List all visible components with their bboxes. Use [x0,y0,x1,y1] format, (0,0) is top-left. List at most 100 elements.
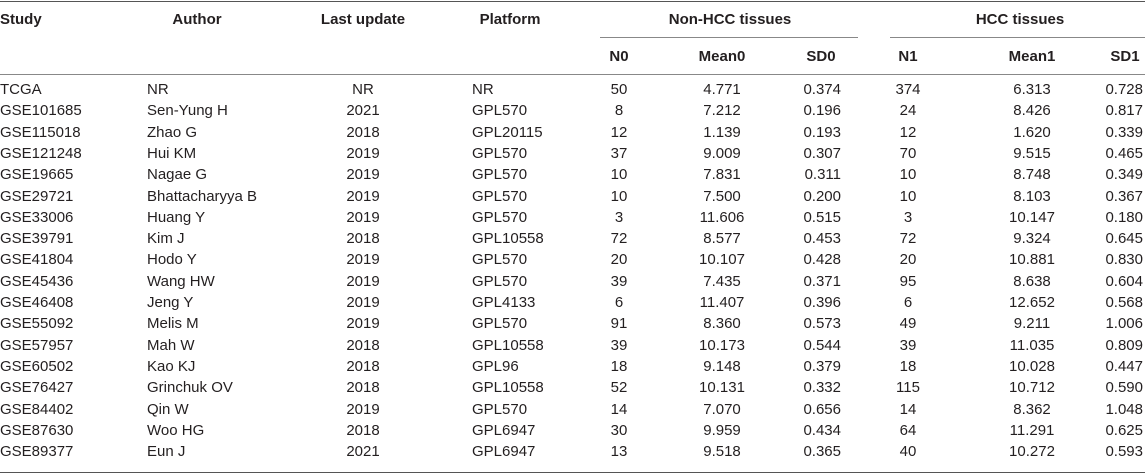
cell: 2019 [346,144,380,162]
cell: 49 [899,315,917,333]
cell: 0.332 [803,379,841,397]
cell: 2018 [346,336,380,354]
cell: 0.428 [803,251,841,269]
cell: GPL570 [472,272,528,290]
cell: 50 [610,81,628,98]
column-header: SD0 [806,48,836,65]
cell: 10 [899,166,917,184]
cell: 0.365 [803,443,841,461]
cell: 0.180 [1105,208,1143,226]
cell: 9.324 [1013,230,1051,248]
cell: 12.652 [1009,294,1055,311]
cell: 10.147 [1009,208,1055,226]
cell: 9.518 [703,443,741,461]
column-header: Last update [320,11,406,28]
cell: 14 [610,400,628,418]
cell: 0.817 [1105,102,1143,120]
cell: 10.272 [1009,443,1055,461]
cell: 2019 [346,294,380,311]
cell: 30 [610,421,628,439]
cell: 2019 [346,166,380,184]
cell: 0.200 [803,187,841,205]
cell: 95 [899,272,917,290]
cell: 10.028 [1009,357,1055,375]
cell: 11.035 [1009,336,1055,354]
cell: 39 [610,336,628,354]
cell: 0.728 [1105,81,1143,98]
cell: GPL6947 [472,443,536,461]
cell: 39 [610,272,628,290]
cell: 2018 [346,357,380,375]
column-header: Mean1 [1008,48,1056,65]
cell: GSE57957 [0,336,74,354]
cell: 2019 [346,208,380,226]
cell: 24 [899,102,917,120]
cell: Eun J [147,443,186,461]
cell: 64 [899,421,917,439]
cell: GSE121248 [0,144,82,162]
cell: 8.577 [703,230,741,248]
cell: 40 [899,443,917,461]
cell: 0.349 [1105,166,1143,184]
column-header: N1 [898,48,918,65]
cell: 2018 [346,379,380,397]
cell: GSE55092 [0,315,74,333]
cell: 2021 [346,102,380,120]
cell: GPL570 [472,315,528,333]
cell: 2019 [346,251,380,269]
cell: 39 [899,336,917,354]
cell: 7.070 [703,400,741,418]
cell: 0.396 [803,294,841,311]
cell: 72 [899,230,917,248]
cell: Grinchuk OV [147,379,233,397]
cell: GSE41804 [0,251,74,269]
cell: TCGA [0,81,42,98]
cell: 1.620 [1013,123,1051,141]
cell: 0.196 [803,102,841,120]
cell: GSE39791 [0,230,74,248]
cell: Kim J [147,230,185,248]
cell: GSE33006 [0,208,74,226]
cell: GSE45436 [0,272,74,290]
cell: 10 [610,166,628,184]
cell: 0.193 [803,123,841,141]
cell: 11.407 [699,294,745,311]
cell: 6 [614,294,624,311]
cell: Hui KM [147,144,197,162]
cell: GSE19665 [0,166,74,184]
cell: 2018 [346,123,380,141]
cell: 14 [899,400,917,418]
cell: 0.604 [1105,272,1143,290]
cell: 70 [899,144,917,162]
cell: 12 [610,123,628,141]
cell: 13 [610,443,628,461]
cell: NR [472,81,494,98]
cell: GPL570 [472,208,528,226]
header-rule [0,74,1145,75]
cell: 10.131 [699,379,745,397]
group-header: HCC tissues [975,11,1065,28]
column-header: Platform [479,11,541,28]
cell: 2019 [346,400,380,418]
cell: GSE29721 [0,187,74,205]
cell: 115 [896,379,920,397]
column-header: Author [172,11,222,28]
cell: GPL20115 [472,123,543,141]
cell: 0.809 [1105,336,1143,354]
cell: Jeng Y [147,294,194,311]
column-header: Study [0,11,42,28]
column-header: Mean0 [698,48,746,65]
cell: GPL6947 [472,421,536,439]
group-rule [890,37,1145,38]
group-header: Non-HCC tissues [668,11,792,28]
cell: 0.573 [803,315,841,333]
cell: GPL570 [472,166,528,184]
cell: GSE87630 [0,421,74,439]
cell: 6 [903,294,913,311]
cell: GSE60502 [0,357,74,375]
cell: Kao KJ [147,357,196,375]
cell: GPL10558 [472,379,544,397]
cell: 0.434 [803,421,841,439]
cell: 8.360 [703,315,741,333]
